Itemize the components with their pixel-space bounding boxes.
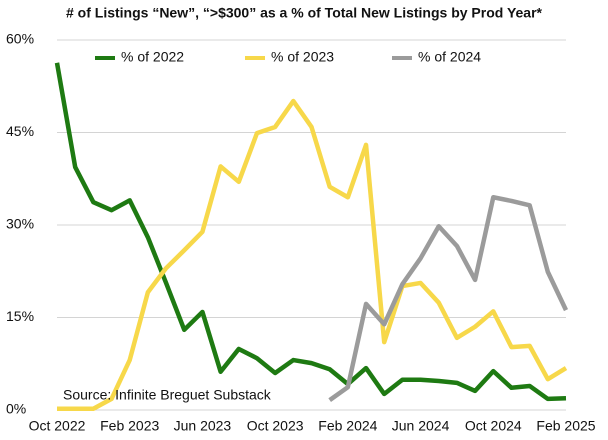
x-tick-label: Feb 2023 [100, 418, 159, 434]
chart-title: # of Listings “New”, “>$300” as a % of T… [66, 5, 543, 21]
y-tick-label: 30% [6, 216, 34, 232]
x-tick-label: Oct 2024 [465, 418, 522, 434]
series-line [328, 195, 569, 402]
legend-label: % of 2022 [121, 49, 184, 65]
annotation: Source: Infinite Breguet Substack [63, 387, 272, 403]
x-tick-label: Oct 2023 [247, 418, 304, 434]
x-tick-label: Feb 2024 [318, 418, 377, 434]
y-tick-label: 60% [6, 31, 34, 47]
y-tick-label: 15% [6, 308, 34, 324]
series-line [57, 98, 568, 412]
y-tick-label: 45% [6, 123, 34, 139]
y-tick-label: 0% [6, 401, 26, 417]
x-tick-label: Jun 2023 [174, 418, 232, 434]
x-tick-label: Oct 2022 [29, 418, 86, 434]
legend-label: % of 2023 [271, 49, 334, 65]
series-line [54, 62, 567, 402]
x-tick-label: Jun 2024 [392, 418, 450, 434]
x-tick-label: Feb 2025 [536, 418, 595, 434]
legend-label: % of 2024 [418, 49, 481, 65]
